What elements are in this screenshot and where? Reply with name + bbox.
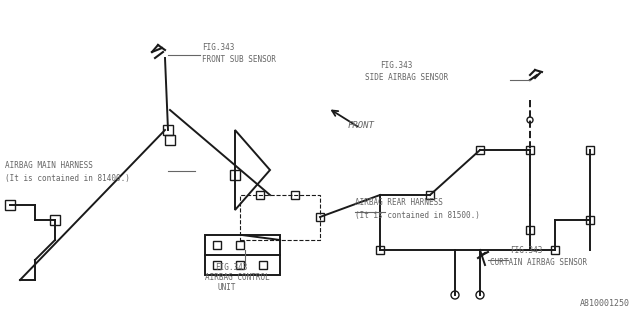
Bar — [316, 213, 324, 221]
Text: CURTAIN AIRBAG SENSOR: CURTAIN AIRBAG SENSOR — [490, 258, 587, 267]
Bar — [586, 146, 594, 154]
Bar — [230, 170, 240, 180]
Text: (It is contained in 81500.): (It is contained in 81500.) — [355, 211, 480, 220]
Bar — [526, 146, 534, 154]
Bar — [551, 246, 559, 254]
Bar — [205, 235, 280, 275]
Bar — [236, 241, 244, 249]
Bar — [50, 215, 60, 225]
Bar — [426, 191, 434, 199]
Text: FRONT SUB SENSOR: FRONT SUB SENSOR — [202, 55, 276, 64]
Text: FRONT: FRONT — [348, 121, 375, 130]
Text: UNIT: UNIT — [218, 283, 237, 292]
Bar — [259, 261, 267, 269]
Bar — [163, 125, 173, 135]
Bar — [526, 226, 534, 234]
Text: AIRBAG CONTROL: AIRBAG CONTROL — [205, 273, 269, 282]
Text: FIG.343: FIG.343 — [510, 246, 542, 255]
Text: SIDE AIRBAG SENSOR: SIDE AIRBAG SENSOR — [365, 73, 448, 82]
Bar — [5, 200, 15, 210]
Text: FIG.343: FIG.343 — [380, 61, 412, 70]
Bar — [291, 191, 299, 199]
Bar — [236, 261, 244, 269]
Bar — [213, 241, 221, 249]
Text: FIG.343: FIG.343 — [215, 263, 248, 272]
Text: A810001250: A810001250 — [580, 299, 630, 308]
Text: FIG.343: FIG.343 — [202, 43, 234, 52]
Bar — [476, 146, 484, 154]
Bar — [213, 261, 221, 269]
Text: AIRBAG MAIN HARNESS: AIRBAG MAIN HARNESS — [5, 161, 93, 170]
Bar — [376, 246, 384, 254]
Text: AIRBAG REAR HARNESS: AIRBAG REAR HARNESS — [355, 198, 443, 207]
Bar — [240, 195, 320, 240]
Bar — [165, 135, 175, 145]
Bar — [586, 216, 594, 224]
Text: (It is contained in 81400.): (It is contained in 81400.) — [5, 173, 130, 182]
Bar — [256, 191, 264, 199]
